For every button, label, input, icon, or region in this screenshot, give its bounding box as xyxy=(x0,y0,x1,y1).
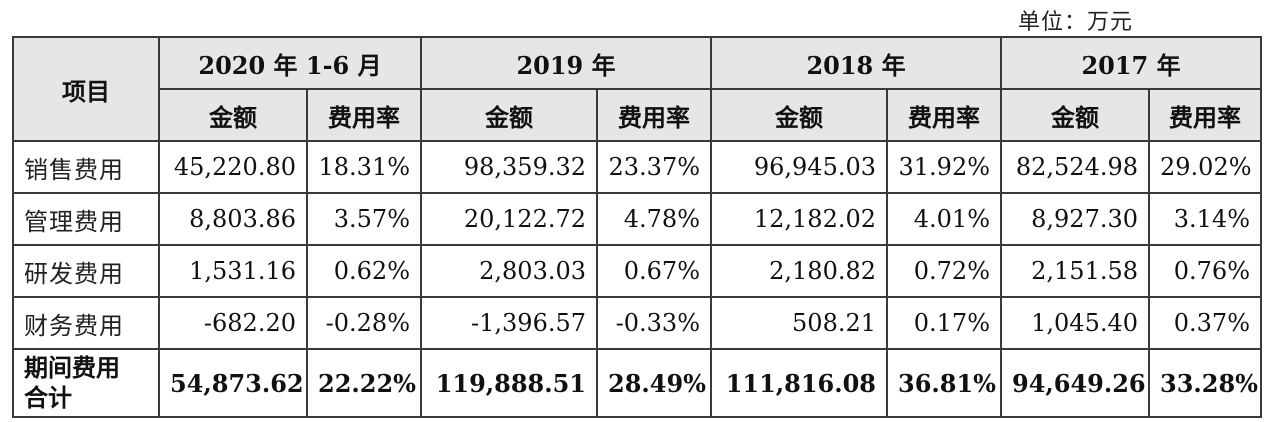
header-amount: 金额 xyxy=(1000,88,1151,142)
total-label-line2: 合计 xyxy=(24,384,72,412)
row-label: 研发费用 xyxy=(12,244,160,298)
cell-rate: 3.57% xyxy=(305,192,423,246)
total-rate: 33.28% xyxy=(1148,348,1263,418)
header-row-metrics: 金额 费用率 金额 费用率 金额 费用率 金额 费用率 xyxy=(13,88,1263,142)
cell-rate: 29.02% xyxy=(1148,140,1263,194)
total-amount: 119,888.51 xyxy=(420,348,599,418)
cell-amount: -1,396.57 xyxy=(420,296,599,350)
cell-amount: 8,803.86 xyxy=(158,192,308,246)
row-label: 管理费用 xyxy=(12,192,160,246)
cell-rate: 0.72% xyxy=(886,244,1003,298)
cell-amount: 2,180.82 xyxy=(710,244,889,298)
header-period: 2017 年 xyxy=(1000,36,1263,90)
total-row: 期间费用 合计 54,873.62 22.22% 119,888.51 28.4… xyxy=(12,348,1263,418)
header-row-periods: 项目 2020 年 1-6 月 2019 年 2018 年 2017 年 xyxy=(12,36,1263,142)
total-amount: 111,816.08 xyxy=(710,348,889,418)
cell-rate: 0.62% xyxy=(305,244,423,298)
total-label-line1: 期间费用 xyxy=(24,354,120,382)
total-amount: 94,649.26 xyxy=(1000,348,1151,418)
cell-rate: 0.17% xyxy=(886,296,1003,350)
cell-rate: 3.14% xyxy=(1148,192,1263,246)
cell-rate: 0.76% xyxy=(1148,244,1263,298)
header-rate: 费用率 xyxy=(1148,88,1263,142)
header-amount: 金额 xyxy=(420,88,599,142)
total-rate: 28.49% xyxy=(596,348,713,418)
cell-amount: 508.21 xyxy=(710,296,889,350)
cell-rate: 23.37% xyxy=(596,140,713,194)
header-period: 2018 年 xyxy=(710,36,1003,90)
total-rate: 36.81% xyxy=(886,348,1003,418)
total-rate: 22.22% xyxy=(305,348,423,418)
cell-amount: 1,045.40 xyxy=(1000,296,1151,350)
cell-rate: -0.33% xyxy=(596,296,713,350)
table-row: 研发费用 1,531.16 0.62% 2,803.03 0.67% 2,180… xyxy=(12,244,1263,298)
unit-label: 单位：万元 xyxy=(1018,10,1134,35)
cell-rate: 0.67% xyxy=(596,244,713,298)
header-amount: 金额 xyxy=(158,88,308,142)
total-amount: 54,873.62 xyxy=(158,348,308,418)
cell-rate: 18.31% xyxy=(305,140,423,194)
table-row: 销售费用 45,220.80 18.31% 98,359.32 23.37% 9… xyxy=(12,140,1263,194)
header-period: 2019 年 xyxy=(420,36,713,90)
cell-amount: 12,182.02 xyxy=(710,192,889,246)
header-amount: 金额 xyxy=(710,88,889,142)
row-label: 财务费用 xyxy=(12,296,160,350)
header-rate: 费用率 xyxy=(596,88,713,142)
cell-amount: -682.20 xyxy=(158,296,308,350)
cell-rate: 4.01% xyxy=(886,192,1003,246)
header-rate: 费用率 xyxy=(305,88,423,142)
cell-amount: 2,151.58 xyxy=(1000,244,1151,298)
cell-amount: 8,927.30 xyxy=(1000,192,1151,246)
header-item: 项目 xyxy=(12,36,160,142)
cell-amount: 82,524.98 xyxy=(1000,140,1151,194)
cell-rate: 4.78% xyxy=(596,192,713,246)
cell-rate: 0.37% xyxy=(1148,296,1263,350)
header-period: 2020 年 1-6 月 xyxy=(157,36,423,90)
cell-rate: 31.92% xyxy=(886,140,1003,194)
row-label: 销售费用 xyxy=(12,140,160,194)
cell-amount: 45,220.80 xyxy=(158,140,308,194)
cell-amount: 1,531.16 xyxy=(158,244,308,298)
cell-amount: 98,359.32 xyxy=(420,140,599,194)
header-rate: 费用率 xyxy=(886,88,1003,142)
total-label: 期间费用 合计 xyxy=(12,348,160,418)
cell-amount: 2,803.03 xyxy=(420,244,599,298)
cell-amount: 20,122.72 xyxy=(420,192,599,246)
table-row: 财务费用 -682.20 -0.28% -1,396.57 -0.33% 508… xyxy=(12,296,1263,350)
cell-rate: -0.28% xyxy=(305,296,423,350)
table-row: 管理费用 8,803.86 3.57% 20,122.72 4.78% 12,1… xyxy=(12,192,1263,246)
cell-amount: 96,945.03 xyxy=(710,140,889,194)
expense-table: 项目 2020 年 1-6 月 2019 年 2018 年 2017 年 金额 … xyxy=(12,36,1263,418)
